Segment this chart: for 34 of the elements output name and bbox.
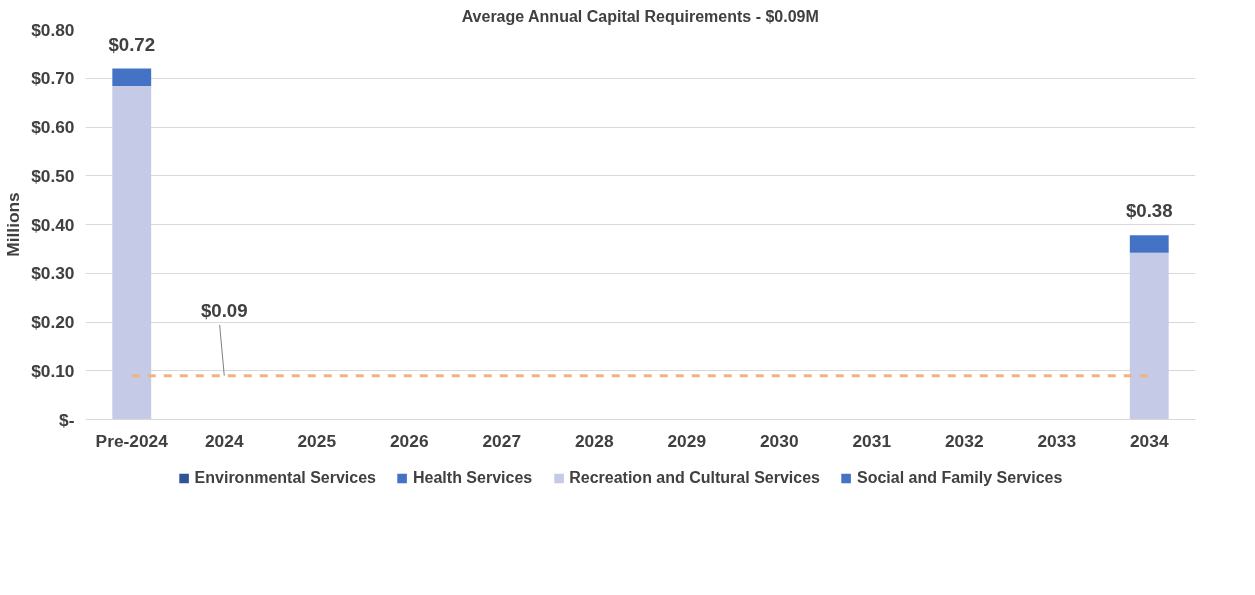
y-tick-label: $0.50 bbox=[31, 165, 75, 186]
x-tick-label: 2029 bbox=[667, 430, 707, 451]
y-tick-label: $0.60 bbox=[31, 117, 75, 137]
ref-line-label: $0.09 bbox=[200, 300, 248, 322]
bar bbox=[112, 86, 152, 420]
y-tick-label: $0.40 bbox=[31, 214, 75, 235]
x-tick-label: 2030 bbox=[759, 430, 799, 451]
bar bbox=[1129, 252, 1169, 420]
y-tick-label: $0.70 bbox=[31, 68, 75, 89]
legend-label: Recreation and Cultural Services bbox=[569, 469, 820, 487]
bar bbox=[1129, 235, 1169, 253]
y-tick-label: $- bbox=[59, 409, 75, 430]
total-label: $0.72 bbox=[108, 33, 156, 55]
legend-label: Health Services bbox=[413, 469, 533, 487]
x-tick-label: 2028 bbox=[574, 430, 614, 451]
y-tick-label: $0.80 bbox=[31, 19, 75, 40]
y-axis-title: Millions bbox=[3, 192, 24, 257]
y-tick-label: $0.30 bbox=[31, 263, 75, 284]
chart-title: Average Annual Capital Requirements - $0.09M bbox=[461, 7, 819, 25]
total-label: $0.38 bbox=[1125, 200, 1173, 222]
y-tick-label: $0.20 bbox=[31, 312, 75, 332]
legend-label: Environmental Services bbox=[194, 469, 377, 487]
x-tick-label: 2025 bbox=[297, 430, 337, 451]
x-tick-label: 2033 bbox=[1037, 430, 1077, 451]
x-tick-label: 2027 bbox=[482, 430, 522, 451]
x-tick-label: Pre-2024 bbox=[95, 430, 169, 451]
legend-label: Social and Family Services bbox=[856, 469, 1063, 487]
y-tick-label: $0.10 bbox=[31, 360, 75, 381]
x-tick-label: 2031 bbox=[852, 430, 892, 451]
x-tick-label: 2026 bbox=[389, 430, 429, 451]
x-tick-label: 2024 bbox=[204, 430, 244, 451]
bar bbox=[112, 68, 152, 87]
x-tick-label: 2032 bbox=[944, 430, 984, 451]
x-tick-label: 2034 bbox=[1129, 430, 1169, 451]
